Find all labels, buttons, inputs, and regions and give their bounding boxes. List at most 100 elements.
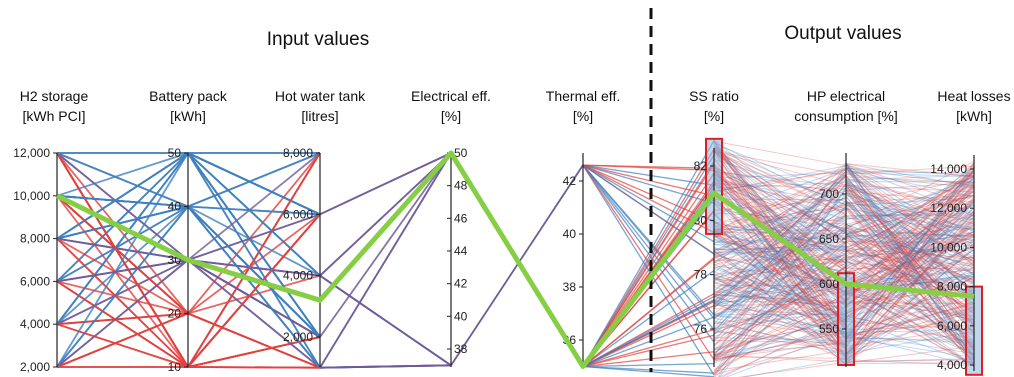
data-line	[845, 309, 975, 343]
data-line	[713, 201, 847, 260]
data-line	[713, 146, 847, 216]
data-line	[713, 139, 847, 245]
data-line	[319, 364, 452, 369]
data-line	[718, 226, 847, 377]
tick-label: 6,000	[20, 274, 50, 288]
data-line	[56, 152, 189, 315]
data-line	[713, 250, 847, 359]
data-line	[56, 205, 189, 325]
data-line	[187, 152, 321, 208]
data-line	[713, 222, 847, 234]
data-line	[845, 248, 975, 354]
data-line	[713, 225, 847, 294]
data-line	[713, 278, 847, 294]
data-line	[56, 280, 189, 368]
data-line	[845, 177, 975, 266]
data-line	[713, 245, 847, 358]
data-line	[845, 204, 975, 262]
data-line	[713, 265, 847, 284]
data-line	[845, 176, 975, 184]
data-line	[713, 279, 847, 334]
data-line	[845, 334, 975, 367]
data-line	[713, 290, 847, 315]
data-line	[845, 170, 975, 174]
axis-title: [litres]	[301, 108, 338, 124]
data-line	[187, 205, 321, 338]
data-line	[845, 177, 975, 205]
tick-label: 20	[168, 307, 182, 321]
data-line	[713, 223, 847, 340]
data-line	[713, 147, 847, 264]
data-line	[845, 201, 975, 315]
data-line	[713, 248, 847, 254]
data-line	[845, 203, 975, 318]
data-line	[713, 172, 847, 221]
data-line	[713, 241, 847, 254]
data-line	[187, 259, 321, 369]
data-line	[713, 281, 847, 326]
tick-label: 8,000	[283, 146, 313, 160]
axis-title: [%]	[704, 108, 724, 124]
data-line	[845, 168, 975, 360]
data-line	[713, 173, 847, 296]
data-line	[845, 188, 975, 310]
data-line	[713, 314, 847, 330]
data-line	[845, 202, 975, 259]
data-line	[319, 152, 452, 369]
data-line	[718, 318, 847, 377]
data-line	[845, 270, 975, 361]
data-line	[845, 179, 975, 235]
data-line	[319, 152, 452, 338]
data-line	[713, 208, 847, 291]
data-line	[845, 195, 975, 220]
data-line	[845, 302, 975, 337]
data-line	[845, 237, 975, 314]
data-line	[713, 278, 847, 335]
data-line	[845, 167, 975, 341]
data-line	[713, 228, 847, 335]
data-line	[845, 191, 975, 249]
data-line	[713, 169, 847, 192]
data-line	[713, 171, 847, 264]
data-line	[582, 164, 715, 361]
tick-label: 600	[819, 277, 839, 291]
data-line	[582, 334, 715, 368]
data-line	[713, 331, 847, 361]
data-line	[845, 184, 975, 340]
axis-title: [kWh]	[170, 108, 206, 124]
data-line	[713, 299, 847, 337]
data-line	[845, 247, 975, 258]
data-line	[713, 148, 847, 288]
data-line	[187, 213, 321, 368]
axis-title: [%]	[441, 108, 461, 124]
data-line	[713, 266, 847, 354]
data-line	[845, 217, 975, 230]
data-line	[713, 173, 847, 246]
data-line	[845, 189, 975, 332]
data-line	[713, 228, 847, 322]
data-line	[713, 175, 847, 232]
data-line	[713, 180, 847, 270]
data-line	[713, 320, 847, 349]
data-line	[56, 312, 189, 368]
data-line	[713, 221, 847, 297]
data-line	[845, 199, 975, 335]
data-line	[713, 235, 847, 339]
data-line	[713, 151, 847, 215]
data-line	[845, 362, 975, 365]
data-line	[713, 176, 847, 252]
data-line	[713, 164, 847, 350]
data-line	[713, 306, 847, 371]
data-line	[713, 241, 847, 360]
data-line	[845, 307, 975, 337]
axis-title: Battery pack	[149, 88, 228, 104]
axis-title: SS ratio	[689, 88, 739, 104]
axis-title: Hot water tank	[275, 88, 366, 104]
data-line	[845, 183, 975, 327]
data-line	[582, 328, 715, 368]
axis-title: H2 storage	[20, 88, 89, 104]
data-line	[713, 140, 847, 314]
data-line	[845, 208, 975, 367]
data-line	[713, 246, 847, 366]
data-line	[845, 175, 975, 235]
